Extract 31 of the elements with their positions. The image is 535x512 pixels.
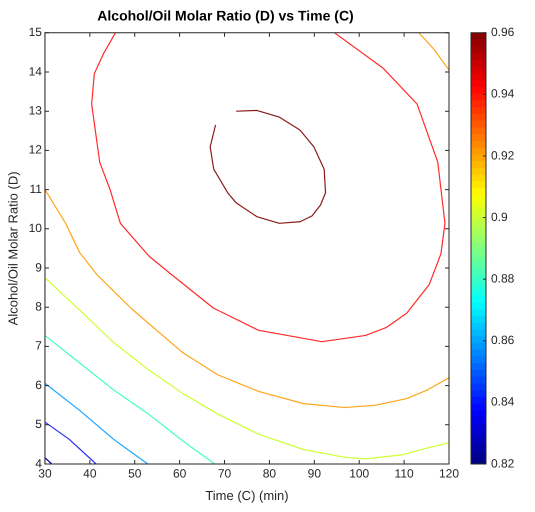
- y-tick-label: 8: [35, 300, 42, 314]
- y-tick-label: 6: [35, 378, 42, 392]
- color-bar-label: 0.88: [491, 272, 515, 286]
- color-bar-label: 0.82: [491, 456, 515, 470]
- y-tick-label: 5: [35, 417, 42, 432]
- x-tick-label: 50: [128, 466, 142, 481]
- x-tick-label: 90: [308, 466, 322, 481]
- y-tick-label: 9: [35, 260, 42, 274]
- x-axis-title: Time (C) (min): [205, 488, 289, 503]
- y-tick-label: 11: [29, 182, 42, 196]
- y-axis-title: Alcohol/Oil Molar Ratio (D): [5, 171, 20, 326]
- y-tick-label: 7: [35, 338, 42, 353]
- x-tick-label: 100: [349, 466, 370, 481]
- color-bar-label: 0.84: [491, 394, 515, 409]
- x-tick-label: 40: [83, 466, 97, 481]
- x-tick-label: 110: [394, 466, 414, 481]
- color-bar-label: 0.94: [491, 86, 515, 101]
- color-bar-label: 0.86: [491, 333, 515, 348]
- y-tick-label: 15: [28, 25, 42, 40]
- y-tick-label: 12: [28, 142, 42, 157]
- y-tick-label: 10: [28, 221, 42, 236]
- color-bar-label: 0.9: [491, 210, 508, 224]
- x-tick-label: 120: [438, 466, 460, 481]
- x-tick-label: 70: [218, 466, 232, 481]
- color-bar-label: 0.92: [491, 148, 515, 162]
- color-bar-label: 0.96: [491, 25, 515, 40]
- y-tick-label: 14: [28, 64, 42, 78]
- x-tick-label: 60: [172, 466, 187, 481]
- x-tick-label: 80: [262, 466, 276, 481]
- chart-title: Alcohol/Oil Molar Ratio (D) vs Time (C): [97, 7, 354, 24]
- y-tick-label: 13: [28, 104, 42, 118]
